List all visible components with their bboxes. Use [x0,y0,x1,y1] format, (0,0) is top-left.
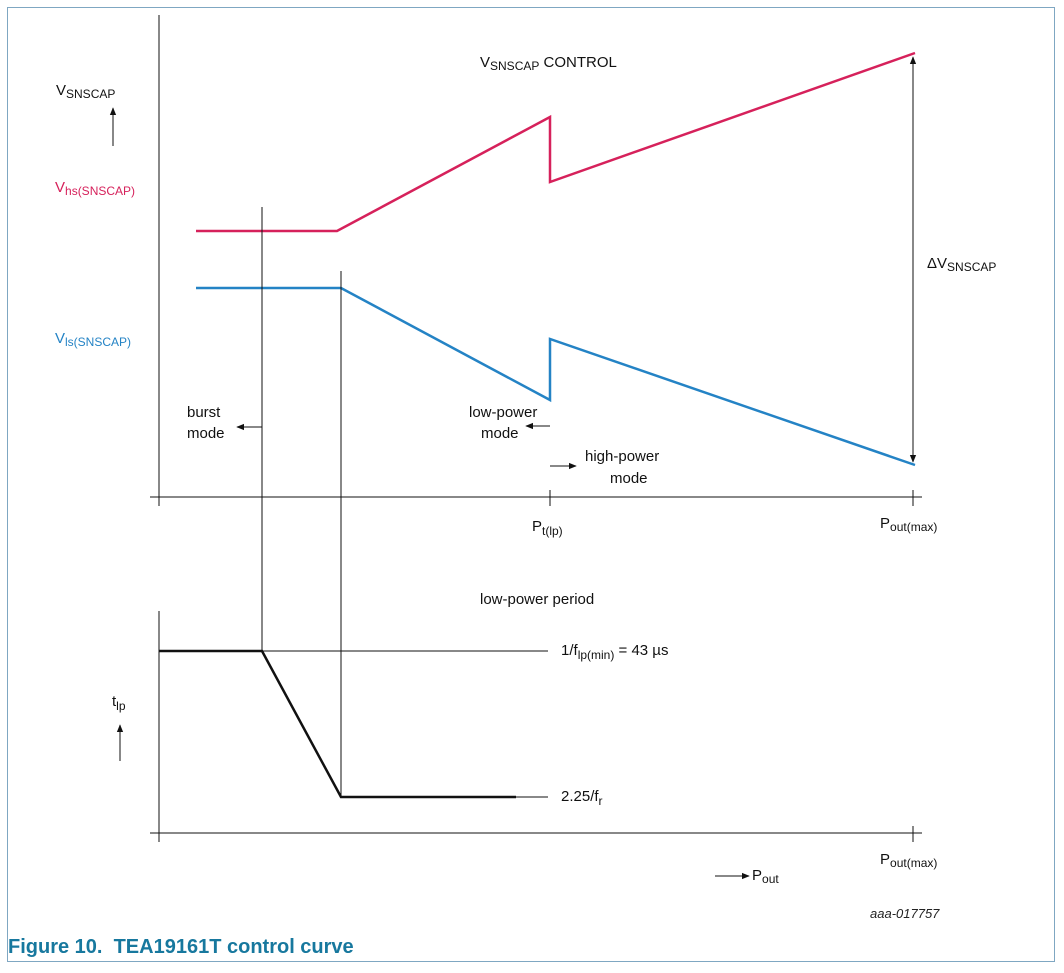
hs-snscap-curve [196,51,916,233]
top-panel-title: VSNSCAP CONTROL [480,54,617,73]
bottom-panel-title: low-power period [480,591,594,608]
ls-series-label: Vls(SNSCAP) [55,330,131,349]
highpower-mode-label-line1: high-power [585,448,659,465]
lowpower-mode-label-line1: low-power [469,404,537,421]
figure-caption: Figure 10. TEA19161T control curve [8,936,354,958]
figure-code: aaa-017757 [870,906,940,921]
burst-mode-label-line1: burst [187,404,221,421]
figure-frame [7,7,1055,962]
hs-series-label: Vhs(SNSCAP) [55,179,135,198]
highpower-mode-label-line2: mode [610,470,648,487]
tlp-curve [159,649,516,799]
level-low-label: 2.25/fr [561,788,603,808]
burst-mode-label-line2: mode [187,425,225,442]
delta-v-label: ΔVSNSCAP [927,255,996,274]
bottom-y-label: tlp [112,693,126,713]
bottom-poutmax-tick-label: Pout(max) [880,851,937,870]
level-high-label: 1/flp(min) = 43 µs [561,642,668,662]
lowpower-mode-label-line2: mode [481,425,519,442]
top-poutmax-tick-label: Pout(max) [880,515,937,534]
ptlp-tick-label: Pt(lp) [532,518,563,538]
pout-axis-label: Pout [752,867,779,886]
top-y-label: VSNSCAP [56,82,115,101]
ls-snscap-curve [196,286,916,467]
